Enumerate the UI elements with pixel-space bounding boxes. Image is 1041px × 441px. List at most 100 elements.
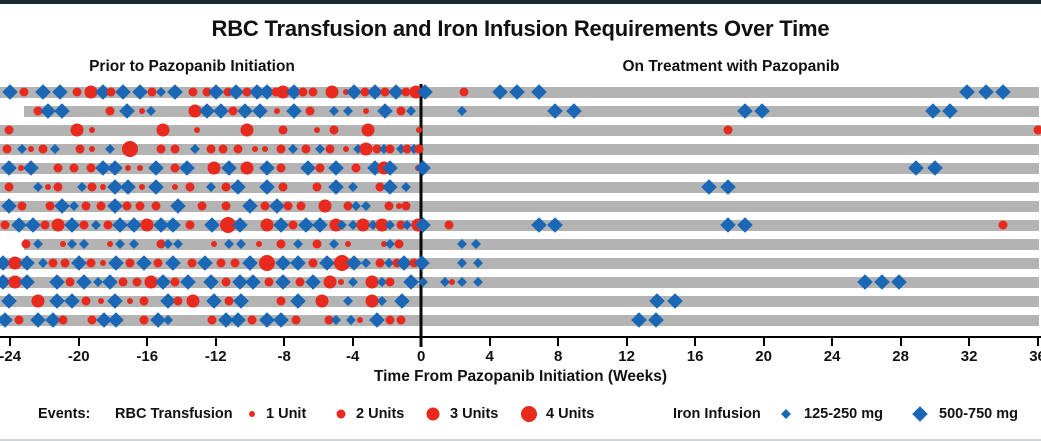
legend-rbc-marker — [249, 411, 255, 417]
rbc-transfusion-marker — [308, 258, 318, 268]
rbc-transfusion-marker — [207, 315, 217, 325]
x-axis-tick — [9, 336, 12, 346]
x-axis-tick-label: 16 — [686, 348, 704, 365]
rbc-transfusion-marker — [380, 87, 390, 97]
rbc-transfusion-marker — [21, 239, 31, 249]
rbc-transfusion-marker — [298, 87, 308, 97]
patient-timeline-bar — [0, 125, 1041, 136]
rbc-transfusion-marker — [14, 315, 24, 325]
rbc-transfusion-marker — [343, 201, 353, 211]
rbc-transfusion-marker — [278, 125, 287, 135]
rbc-transfusion-marker — [221, 277, 231, 287]
rbc-transfusion-marker — [105, 106, 115, 116]
rbc-transfusion-marker — [998, 220, 1008, 230]
rbc-transfusion-marker — [186, 294, 200, 308]
rbc-transfusion-marker — [276, 163, 286, 173]
rbc-transfusion-marker — [242, 87, 252, 97]
rbc-transfusion-marker — [255, 241, 262, 247]
rbc-transfusion-marker — [40, 220, 50, 230]
rbc-transfusion-marker — [171, 184, 178, 190]
rbc-transfusion-marker — [122, 141, 139, 157]
rbc-transfusion-marker — [325, 144, 335, 154]
rbc-transfusion-marker — [315, 163, 325, 173]
rbc-transfusion-marker — [318, 199, 332, 213]
rbc-transfusion-marker — [125, 258, 135, 268]
rbc-transfusion-marker — [132, 277, 142, 287]
x-axis-tick-label: 20 — [755, 348, 772, 365]
rbc-transfusion-marker — [87, 315, 97, 325]
patient-timeline-bar — [23, 106, 1040, 117]
rbc-transfusion-marker — [240, 161, 254, 175]
legend-events-label: Events: — [38, 406, 91, 422]
x-axis-tick-label: 32 — [960, 348, 978, 365]
x-axis-tick — [831, 336, 834, 346]
legend-iron-item-label: 125-250 mg — [804, 406, 883, 422]
rbc-transfusion-marker — [402, 144, 412, 154]
rbc-transfusion-marker — [147, 87, 157, 97]
patient-timeline-bar — [0, 220, 1040, 231]
rbc-transfusion-marker — [385, 144, 395, 154]
rbc-transfusion-marker — [118, 277, 128, 287]
rbc-transfusion-marker — [86, 163, 96, 173]
legend-rbc-item-label: 4 Units — [546, 406, 595, 422]
rbc-transfusion-marker — [385, 277, 395, 287]
rbc-transfusion-marker — [1033, 125, 1041, 135]
rbc-transfusion-marker — [288, 220, 298, 230]
rbc-transfusion-marker — [323, 275, 337, 289]
rbc-transfusion-marker — [106, 241, 113, 247]
rbc-transfusion-marker — [206, 144, 216, 154]
rbc-transfusion-marker — [296, 201, 306, 211]
rbc-transfusion-marker — [312, 239, 322, 249]
rbc-transfusion-marker — [122, 201, 132, 211]
x-axis-tick — [283, 336, 286, 346]
rbc-transfusion-marker — [79, 220, 89, 230]
rbc-transfusion-marker — [221, 201, 231, 211]
x-axis-tick — [968, 336, 971, 346]
rbc-transfusion-marker — [81, 201, 91, 211]
rbc-transfusion-marker — [125, 165, 132, 171]
rbc-transfusion-marker — [380, 241, 387, 247]
rbc-transfusion-marker — [106, 87, 116, 97]
rbc-transfusion-marker — [384, 201, 394, 211]
rbc-transfusion-marker — [271, 87, 281, 97]
rbc-transfusion-marker — [342, 146, 349, 152]
zero-line — [419, 84, 423, 347]
rbc-transfusion-marker — [31, 294, 45, 308]
rbc-transfusion-marker — [188, 87, 198, 97]
legend-rbc-marker — [336, 409, 346, 419]
rbc-transfusion-marker — [375, 258, 385, 268]
rbc-transfusion-marker — [360, 87, 370, 97]
rbc-transfusion-marker — [89, 146, 96, 152]
rbc-transfusion-marker — [139, 315, 149, 325]
rbc-transfusion-marker — [361, 123, 375, 137]
rbc-transfusion-marker — [375, 218, 389, 232]
patient-timeline-bar — [0, 277, 1040, 288]
rbc-transfusion-marker — [276, 144, 286, 154]
rbc-transfusion-marker — [170, 277, 180, 287]
rbc-transfusion-marker — [98, 298, 105, 304]
rbc-transfusion-marker — [262, 146, 269, 152]
rbc-transfusion-marker — [4, 182, 14, 192]
x-axis-tick — [488, 336, 491, 346]
rbc-transfusion-marker — [283, 201, 293, 211]
rbc-transfusion-marker — [224, 296, 234, 306]
rbc-transfusion-marker — [240, 123, 254, 137]
rbc-transfusion-marker — [72, 87, 82, 97]
rbc-transfusion-marker — [139, 296, 149, 306]
legend-iron-item-label: 500-750 mg — [939, 406, 1018, 422]
rbc-transfusion-marker — [276, 296, 286, 306]
rbc-transfusion-marker — [365, 275, 379, 289]
rbc-transfusion-marker — [96, 201, 106, 211]
patient-timeline-bar — [0, 144, 1040, 155]
rbc-transfusion-marker — [211, 241, 218, 247]
rbc-transfusion-marker — [75, 144, 85, 154]
rbc-transfusion-marker — [45, 201, 55, 211]
legend-iron-marker — [781, 409, 791, 419]
rbc-transfusion-marker — [81, 296, 91, 306]
rbc-transfusion-marker — [459, 87, 469, 97]
rbc-transfusion-marker — [185, 220, 195, 230]
rbc-transfusion-marker — [17, 201, 27, 211]
x-axis-tick-label: 4 — [485, 348, 494, 365]
